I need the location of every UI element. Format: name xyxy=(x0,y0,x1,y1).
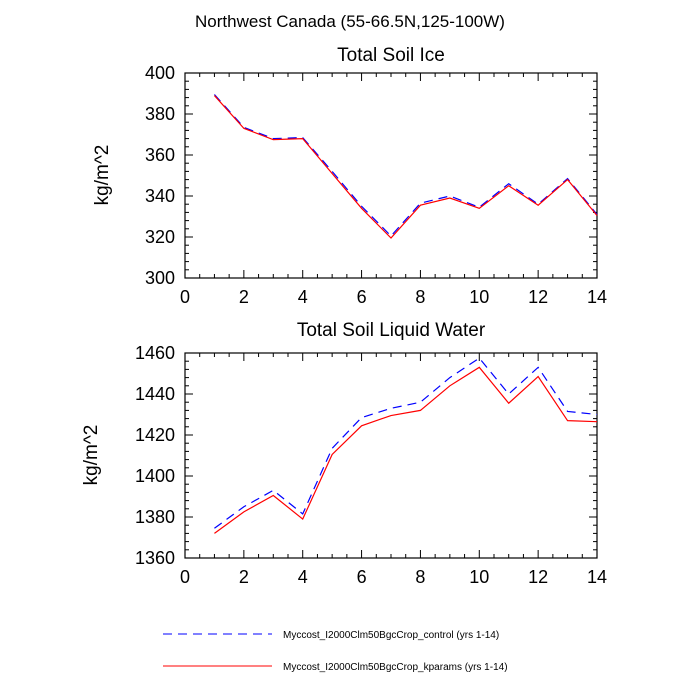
y-tick-label: 380 xyxy=(145,104,175,124)
y-tick-label: 340 xyxy=(145,186,175,206)
panel-soil-liquid-water-axes: 0 2 4 6 8 10 12 14 1360 1380 1400 1420 1440 1460 xyxy=(135,343,607,587)
x-tick-label: 6 xyxy=(357,287,367,307)
panel-title-soil-liquid-water: Total Soil Liquid Water xyxy=(297,320,486,341)
x-tick-label: 0 xyxy=(180,287,190,307)
y-tick-label: 360 xyxy=(145,145,175,165)
x-tick-label: 0 xyxy=(180,567,190,587)
panel-soil-ice-series xyxy=(213,94,598,239)
x-tick-label: 14 xyxy=(587,567,607,587)
panel-soil-liquid-water: Total Soil Liquid Water 0 2 4 6 8 10 12 14 1360 1… xyxy=(81,320,607,587)
y-tick-label: 1380 xyxy=(135,507,175,527)
plot-frame xyxy=(184,352,598,559)
y-tick-label: 300 xyxy=(145,268,175,288)
x-tick-label: 6 xyxy=(357,567,367,587)
panel-title-soil-ice: Total Soil Ice xyxy=(337,45,445,66)
series-line-kparams xyxy=(213,95,598,239)
y-tick-label: 320 xyxy=(145,227,175,247)
x-tick-label: 8 xyxy=(415,287,425,307)
x-tick-label: 10 xyxy=(469,567,489,587)
legend-label-kparams: Myccost_I2000Clm50BgcCrop_kparams (yrs 1… xyxy=(283,662,508,673)
x-tick-label: 12 xyxy=(528,567,548,587)
legend-label-control: Myccost_I2000Clm50BgcCrop_control (yrs 1… xyxy=(283,630,499,641)
y-tick-label: 1400 xyxy=(135,466,175,486)
panel-soil-ice: Total Soil Ice 0 2 4 6 8 10 12 14 300 320 340 360 38… xyxy=(92,45,607,307)
series-line-control xyxy=(214,357,598,529)
x-tick-label: 12 xyxy=(528,287,548,307)
y-axis-title-soil-liquid-water: kg/m^2 xyxy=(81,425,102,486)
y-tick-label: 1460 xyxy=(135,343,175,363)
x-tick-label: 2 xyxy=(239,287,249,307)
x-tick-label: 2 xyxy=(239,567,249,587)
x-tick-label: 14 xyxy=(587,287,607,307)
x-tick-label: 4 xyxy=(298,287,308,307)
panel-soil-ice-axes: 0 2 4 6 8 10 12 14 300 320 340 360 380 400 xyxy=(145,63,607,307)
x-tick-label: 10 xyxy=(469,287,489,307)
series-line-kparams xyxy=(214,366,598,534)
plot-frame xyxy=(184,72,598,279)
figure-title: Northwest Canada (55-66.5N,125-100W) xyxy=(195,12,505,31)
legend: Myccost_I2000Clm50BgcCrop_control (yrs 1… xyxy=(163,630,508,673)
y-tick-label: 400 xyxy=(145,63,175,83)
series-line-control xyxy=(213,94,598,237)
panel-soil-liquid-water-series xyxy=(214,357,598,534)
x-tick-label: 8 xyxy=(415,567,425,587)
y-tick-label: 1440 xyxy=(135,384,175,404)
x-tick-label: 4 xyxy=(298,567,308,587)
y-axis-title-soil-ice: kg/m^2 xyxy=(92,145,113,206)
y-tick-label: 1360 xyxy=(135,548,175,568)
y-tick-label: 1420 xyxy=(135,425,175,445)
